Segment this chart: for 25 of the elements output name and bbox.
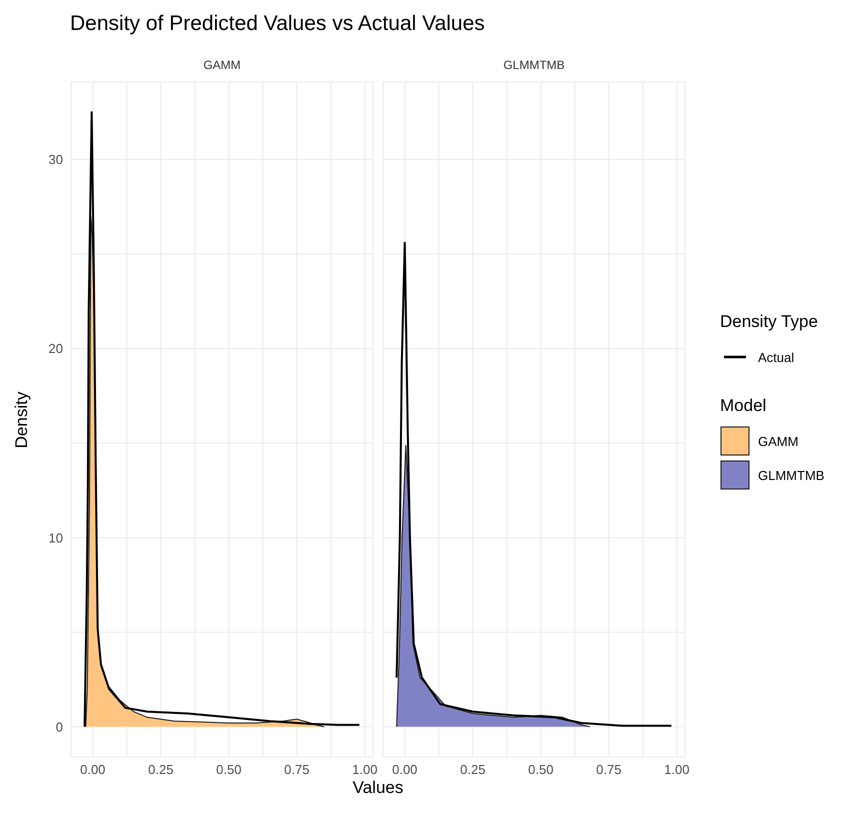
x-tick-label: 1.00 bbox=[664, 762, 690, 778]
text: Density Type bbox=[720, 312, 818, 331]
text: GAMM bbox=[758, 434, 798, 448]
x-tick-label: 0.75 bbox=[596, 762, 622, 778]
x-tick-label: 1.00 bbox=[352, 762, 378, 778]
legend-title: Model bbox=[720, 396, 768, 416]
x-tick-label: 0.00 bbox=[392, 762, 418, 778]
x-tick-label: 0.25 bbox=[148, 762, 174, 778]
line-series bbox=[84, 111, 360, 728]
x-axis-title: Values bbox=[352, 778, 404, 798]
x-tick-label: 0.75 bbox=[284, 762, 310, 778]
chart-title: Density of Predicted Values vs Actual Values bbox=[70, 12, 485, 36]
y-tick-label: 0 bbox=[56, 719, 63, 734]
x-tick-label: 0.50 bbox=[528, 762, 554, 778]
text: Actual bbox=[758, 350, 794, 364]
x-tick-label: 0.00 bbox=[80, 762, 106, 778]
y-tick-label: 30 bbox=[48, 152, 63, 168]
x-tick-label: 0.50 bbox=[216, 762, 242, 778]
chart-subtitle: GLMMTMB bbox=[502, 58, 566, 74]
text: GAMM bbox=[202, 58, 242, 74]
legend-label: GLMMTMB bbox=[758, 468, 824, 482]
y-tick-label: 20 bbox=[48, 341, 63, 356]
x-tick-label: 0.25 bbox=[460, 762, 486, 778]
y-tick-label: 10 bbox=[48, 530, 63, 546]
y-axis-title: Density bbox=[12, 392, 32, 448]
